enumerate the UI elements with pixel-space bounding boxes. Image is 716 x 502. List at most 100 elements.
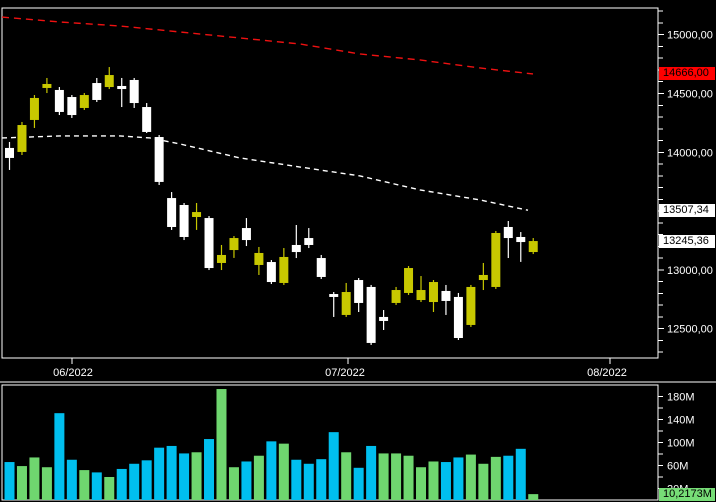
candle-body — [42, 83, 52, 88]
volume-bar — [253, 455, 264, 500]
volume-bar — [515, 448, 526, 500]
candle-body — [5, 147, 14, 158]
volume-bar — [141, 460, 152, 500]
volume-bar — [465, 454, 476, 500]
candle-body — [503, 226, 513, 239]
candle-body — [79, 95, 89, 108]
candle-body — [216, 254, 226, 263]
candle-body — [516, 236, 526, 243]
volume-axis-label: 100M — [667, 438, 695, 450]
candle-body — [154, 137, 164, 182]
volume-axis-label: 180M — [667, 392, 695, 404]
candle-body — [404, 268, 414, 293]
volume-bar — [440, 462, 451, 500]
volume-bar — [166, 445, 177, 500]
candle-body — [167, 198, 177, 227]
candle-body — [453, 296, 463, 339]
candle-body — [17, 125, 27, 152]
volume-bar — [154, 447, 165, 500]
price-axis-label: 12500,00 — [667, 324, 713, 336]
volume-bar — [528, 494, 539, 500]
candle-body — [241, 228, 251, 241]
volume-bar — [490, 456, 501, 500]
candle-body — [329, 294, 339, 297]
ma-line-red — [1, 16, 534, 75]
price-axis-label: 14000,00 — [667, 147, 713, 159]
date-label-august: 08/2022 — [587, 367, 627, 379]
volume-bar — [366, 445, 377, 500]
volume-bar — [116, 468, 127, 500]
volume-bar — [353, 467, 364, 500]
volume-bar — [204, 439, 215, 500]
volume-bar — [104, 477, 115, 500]
candle-body — [304, 238, 314, 245]
volume-bar — [403, 455, 414, 500]
candle-body — [354, 280, 364, 303]
date-label-july: 07/2022 — [325, 367, 365, 379]
candle-body — [528, 241, 538, 253]
candle-body — [204, 218, 214, 269]
volume-axis-label: 60M — [667, 461, 688, 473]
volume-bar — [91, 472, 102, 500]
price-axis-label: 14500,00 — [667, 89, 713, 101]
volume-bar — [478, 463, 489, 500]
volume-bar — [503, 455, 514, 500]
volume-bar — [316, 459, 327, 500]
candle-body — [54, 89, 64, 112]
volume-bar — [16, 466, 27, 500]
volume-bar — [453, 457, 464, 500]
volume-bar — [228, 467, 239, 500]
volume-bar — [266, 441, 277, 500]
candle-body — [316, 258, 326, 277]
volume-bar — [291, 459, 302, 500]
candle-body — [491, 232, 501, 287]
candle-body — [229, 238, 239, 251]
candle-body — [104, 75, 114, 88]
candle-body — [179, 204, 189, 237]
candle-body — [379, 316, 389, 321]
price-axis-label: 13000,00 — [667, 265, 713, 277]
candle-body — [192, 212, 202, 217]
candle-body — [279, 256, 289, 283]
candle-body — [366, 286, 376, 343]
volume-bar — [4, 462, 15, 500]
candle-body — [92, 83, 102, 100]
volume-bar — [66, 459, 77, 500]
volume-bar — [378, 453, 389, 500]
date-label-june: 06/2022 — [53, 367, 93, 379]
volume-bar — [391, 453, 402, 500]
volume-bar — [303, 463, 314, 500]
candle-body — [291, 244, 301, 253]
volume-bar — [179, 453, 190, 500]
candle-body — [466, 286, 476, 325]
last-price-tag: 13245,36 — [659, 235, 715, 248]
candle-body — [416, 290, 426, 301]
ma-white-price-tag: 13507,34 — [659, 204, 715, 217]
volume-bar — [191, 452, 202, 500]
price-axis-label: 15000,00 — [667, 30, 713, 42]
candle-body — [478, 274, 488, 281]
candle-body — [441, 290, 451, 301]
price-panel-border — [1, 7, 659, 359]
volume-bar — [79, 470, 90, 500]
candle-body — [129, 79, 139, 104]
candle-body — [341, 292, 351, 315]
candle-body — [29, 97, 39, 120]
volume-bar — [328, 432, 339, 500]
ma-red-price-tag: 14666,00 — [659, 67, 715, 80]
candle-body — [142, 107, 152, 132]
candle-body — [117, 85, 127, 90]
candle-body — [428, 282, 438, 303]
candle-body — [254, 252, 264, 265]
volume-bar — [41, 467, 52, 500]
volume-bar — [216, 389, 227, 500]
volume-bar — [278, 443, 289, 500]
candle-body — [67, 97, 77, 116]
volume-bar — [129, 463, 140, 500]
volume-bar — [241, 461, 252, 500]
volume-bar — [29, 457, 40, 500]
ma-line-white — [1, 135, 529, 211]
candle-body — [391, 290, 401, 303]
